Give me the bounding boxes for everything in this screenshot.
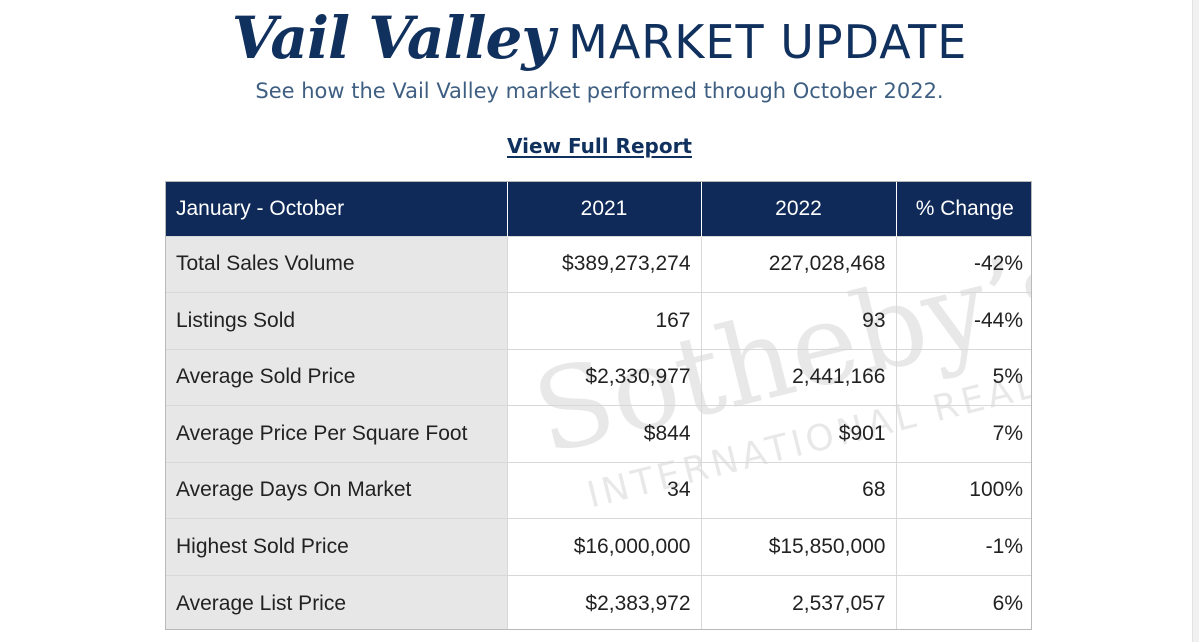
value-2022: 93 [701,292,897,349]
value-2022: 227,028,468 [701,235,897,293]
value-2022: 2,537,057 [701,574,897,629]
value-2021: $2,330,977 [507,348,702,406]
table-row: Average Sold Price $2,330,977 2,441,166 … [166,348,1031,406]
report-link-container: View Full Report [0,131,1199,164]
row-label: Listings Sold [166,292,508,349]
row-label: Average Price Per Square Foot [166,405,508,462]
table-row: Average List Price $2,383,972 2,537,057 … [166,574,1031,629]
pct-change: -44% [896,292,1031,349]
table-row: Total Sales Volume $389,273,274 227,028,… [166,235,1031,293]
value-2021: 34 [507,461,702,519]
value-2021: $389,273,274 [507,235,702,293]
page-title: Vail Valley MARKET UPDATE [0,0,1199,80]
column-header-2021: 2021 [507,182,702,236]
title-caps: MARKET UPDATE [568,15,968,69]
row-label: Average List Price [166,574,508,629]
value-2022: 2,441,166 [701,348,897,406]
pct-change: 7% [896,405,1031,462]
row-label: Average Sold Price [166,348,508,406]
table-row: Average Days On Market 34 68 100% [166,461,1031,519]
title-script: Vail Valley [231,4,555,72]
column-header-2022: 2022 [701,182,897,236]
row-label: Average Days On Market [166,461,508,519]
value-2021: 167 [507,292,702,349]
value-2021: $2,383,972 [507,574,702,629]
row-label: Total Sales Volume [166,235,508,293]
pct-change: -1% [896,518,1031,575]
value-2022: $15,850,000 [701,518,897,575]
value-2021: $16,000,000 [507,518,702,575]
window-edge [1192,0,1199,642]
row-label: Highest Sold Price [166,518,508,575]
view-full-report-link[interactable]: View Full Report [506,134,692,158]
table-row: Average Price Per Square Foot $844 $901 … [166,405,1031,462]
value-2022: 68 [701,461,897,519]
column-header-period: January - October [166,182,508,236]
pct-change: 5% [896,348,1031,406]
table-header-row: January - October 2021 2022 % Change [166,182,1031,236]
market-stats-table-container: Sotheby’s INTERNATIONAL REALTY January -… [165,181,1032,630]
pct-change: 100% [896,461,1031,519]
pct-change: -42% [896,235,1031,293]
value-2022: $901 [701,405,897,462]
table-row: Listings Sold 167 93 -44% [166,292,1031,349]
pct-change: 6% [896,574,1031,629]
page-subtitle: See how the Vail Valley market performed… [255,79,944,103]
value-2021: $844 [507,405,702,462]
column-header-pct-change: % Change [896,182,1031,236]
table-row: Highest Sold Price $16,000,000 $15,850,0… [166,518,1031,575]
market-stats-table: January - October 2021 2022 % Change Tot… [166,182,1031,629]
